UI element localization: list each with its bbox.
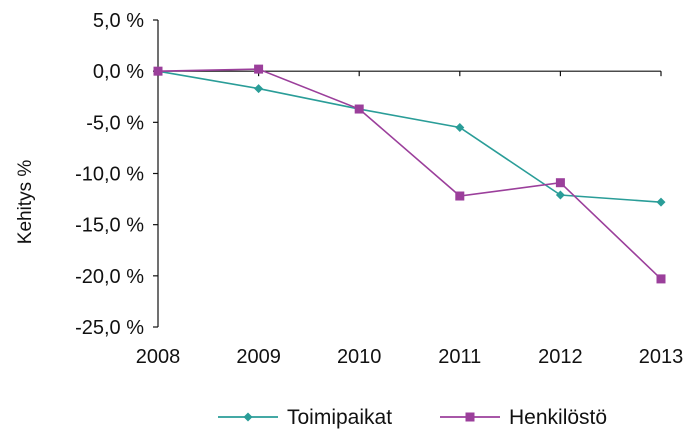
data-point (656, 274, 666, 284)
y-tick-label: -20,0 % (75, 266, 144, 288)
y-tick-label: -5,0 % (86, 112, 144, 134)
series-line (157, 68, 662, 280)
legend-label: Henkilöstö (509, 406, 607, 429)
y-tick-label: 5,0 % (93, 10, 144, 32)
legend-item: Toimipaikat (218, 406, 392, 429)
x-tick-label: 2008 (136, 346, 181, 368)
x-axis-ticks: 2008 2009 2010 2011 2012 2013 (136, 71, 684, 368)
data-point (254, 84, 264, 94)
y-tick-label: -15,0 % (75, 215, 144, 237)
legend-swatch-marker (465, 412, 475, 422)
series-2 (153, 64, 666, 284)
data-point (555, 178, 565, 188)
data-point (555, 190, 565, 200)
series-line (157, 70, 662, 203)
series-layer (153, 64, 666, 284)
x-tick-label: 2013 (639, 346, 684, 368)
y-axis-title: Kehitys % (15, 160, 36, 245)
legend-swatch-marker (243, 412, 253, 422)
data-point (455, 122, 465, 132)
legend-label: Toimipaikat (287, 406, 392, 429)
x-tick-label: 2011 (438, 346, 481, 368)
x-tick-label: 2009 (236, 346, 281, 368)
data-point (254, 64, 264, 74)
data-point (455, 191, 465, 201)
data-point (656, 197, 666, 207)
series-1 (153, 66, 666, 207)
legend-item: Henkilöstö (440, 406, 607, 429)
data-point (354, 104, 364, 114)
y-tick-label: -10,0 % (75, 164, 144, 186)
y-tick-label: 0,0 % (93, 61, 144, 83)
y-tick-label: -25,0 % (75, 317, 144, 339)
x-tick-label: 2012 (538, 346, 583, 368)
data-point (153, 66, 163, 76)
legend: Toimipaikat Henkilöstö (218, 406, 607, 429)
y-axis-ticks: 5,0 % 0,0 % -5,0 % -10,0 % -15,0 % -20,0 % -25… (75, 10, 158, 339)
x-tick-label: 2010 (337, 346, 382, 368)
